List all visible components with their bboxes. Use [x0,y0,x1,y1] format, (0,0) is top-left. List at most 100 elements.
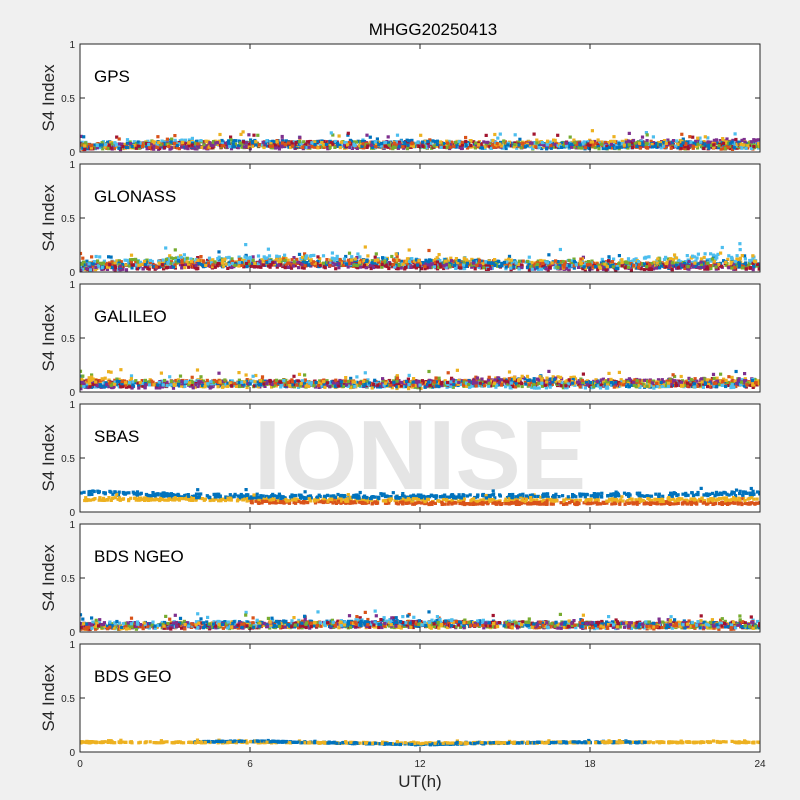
data-point-series-5 [319,143,323,147]
data-point-series-4 [383,261,387,265]
data-point-series-5 [675,139,679,143]
data-point-series-3 [399,266,403,270]
data-point-series-5 [714,257,718,261]
data-point-series-5 [234,381,239,385]
data-point-series-2 [322,142,326,147]
data-point-series-4 [645,133,649,137]
data-point-series-3 [217,371,221,375]
data-point-series-0 [540,146,544,151]
data-point-series-1 [287,141,291,145]
data-point-series-6 [387,379,391,383]
data-point-series-6 [556,133,560,137]
data-point-series-1 [610,146,614,150]
data-point-series-2 [107,378,111,382]
data-point-series-0 [428,258,432,262]
data-point-series-4 [388,143,392,147]
data-point-series-6 [649,267,654,271]
data-point-series-0 [545,147,549,151]
data-point-series-0 [200,262,204,266]
data-point-series-0 [711,255,716,259]
data-point-series-0 [226,139,231,143]
data-point-series-4 [359,140,363,144]
data-point-series-5 [438,142,442,146]
data-point-series-4 [127,264,132,268]
data-point-series-0 [727,142,731,146]
data-point-series-2 [443,259,448,263]
data-point-series-1 [521,141,525,146]
data-point-series-6 [387,266,391,271]
data-point-series-0 [452,263,457,267]
data-point-series-6 [316,255,320,259]
data-point-series-0 [407,139,411,143]
data-point-series-4 [240,145,244,149]
data-point-series-4 [170,137,174,141]
data-point-series-6 [589,143,593,147]
data-point-series-4 [626,265,630,269]
data-point-series-3 [599,378,603,382]
data-point-series-3 [178,263,183,267]
data-point-series-5 [634,257,638,261]
data-point-series-1 [291,144,295,148]
data-point-series-6 [670,268,674,272]
data-point-series-1 [494,145,498,149]
data-point-series-6 [134,146,138,150]
data-point-series-5 [132,140,136,144]
data-point-series-5 [395,133,400,137]
data-point-series-3 [258,260,262,264]
data-point-series-2 [159,371,163,375]
data-point-series-0 [375,137,379,141]
data-point-series-1 [172,142,176,146]
data-point-series-1 [104,261,108,265]
data-point-series-2 [419,133,423,137]
data-point-series-0 [424,259,428,263]
data-point-series-6 [691,135,695,139]
data-point-series-1 [374,145,378,149]
data-point-series-2 [469,139,473,143]
data-point-series-4 [526,259,530,263]
data-point-series-2 [673,253,677,257]
data-point-series-6 [137,144,141,148]
data-point-series-0 [178,260,182,264]
data-point-series-6 [479,142,483,146]
data-point-series-1 [173,134,177,138]
data-point-series-1 [644,146,648,150]
data-point-series-4 [168,261,173,265]
data-point-series-2 [504,258,508,262]
data-point-series-4 [255,142,260,146]
data-point-series-5 [183,258,187,262]
data-point-series-6 [748,266,752,270]
data-point-series-3 [426,144,431,148]
data-point-series-1 [724,143,728,147]
data-point-series-3 [150,142,154,146]
data-point-series-4 [699,262,703,266]
data-point-series-1 [591,143,595,147]
y-tick-label: 1 [69,160,75,171]
data-point-series-6 [472,140,476,144]
data-point-series-0 [316,260,320,264]
data-point-series-0 [658,261,662,266]
data-point-series-1 [328,263,332,268]
data-point-series-2 [445,144,449,148]
data-point-series-2 [365,263,369,267]
data-point-series-2 [600,140,604,144]
data-point-series-6 [272,142,276,146]
data-point-series-5 [587,140,591,144]
data-point-series-0 [301,260,305,264]
data-point-series-4 [237,384,241,389]
data-point-series-3 [666,138,670,142]
data-point-series-6 [346,131,350,135]
data-point-series-0 [349,260,353,264]
data-point-series-3 [450,259,454,263]
data-point-series-5 [564,263,569,267]
data-point-series-4 [293,385,297,389]
data-point-series-3 [709,140,713,144]
data-point-series-2 [509,258,513,262]
data-point-series-2 [546,139,550,143]
data-point-series-4 [298,140,302,144]
data-point-series-0 [251,261,255,266]
data-point-series-3 [482,140,486,144]
data-point-series-0 [355,259,359,263]
data-point-series-2 [207,145,211,149]
data-point-series-1 [269,144,273,148]
data-point-series-6 [587,142,591,146]
